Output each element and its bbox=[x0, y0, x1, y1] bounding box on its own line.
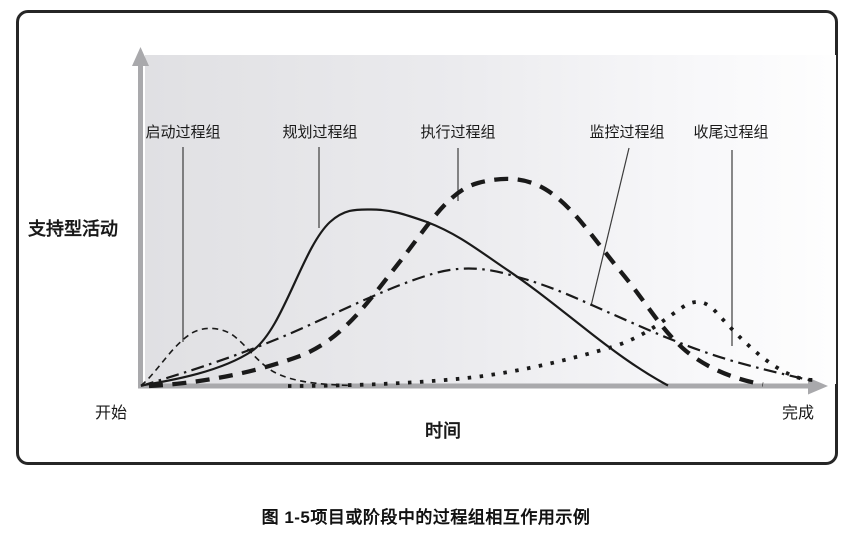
plot-area bbox=[145, 55, 836, 384]
x-axis-arrowhead bbox=[808, 377, 828, 395]
monitoring-curve bbox=[140, 267, 810, 388]
x-axis-end-label: 完成 bbox=[782, 405, 815, 422]
callout-line-monitoring bbox=[590, 147, 630, 307]
figure-caption: 图 1-5项目或阶段中的过程组相互作用示例 bbox=[261, 508, 591, 527]
callout-monitoring: 监控过程组 bbox=[589, 124, 665, 141]
y-axis-arrowhead bbox=[132, 47, 149, 66]
x-axis bbox=[138, 383, 809, 389]
initiating-curve bbox=[140, 327, 353, 387]
x-axis-title: 时间 bbox=[425, 421, 461, 441]
executing-curve bbox=[148, 176, 764, 389]
callout-planning: 规划过程组 bbox=[282, 124, 358, 141]
callout-initiating: 启动过程组 bbox=[145, 124, 221, 141]
y-axis-label: 支持型活动 bbox=[28, 219, 118, 239]
planning-curve bbox=[140, 208, 669, 387]
x-axis-start-label: 开始 bbox=[95, 405, 128, 422]
y-axis bbox=[138, 64, 143, 387]
callout-executing: 执行过程组 bbox=[420, 124, 496, 141]
callout-closing: 收尾过程组 bbox=[693, 124, 769, 141]
